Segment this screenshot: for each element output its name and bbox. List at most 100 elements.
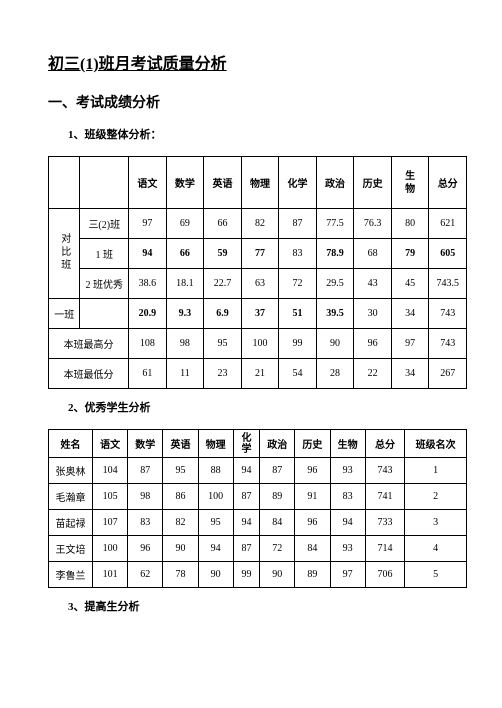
cell: 87: [279, 209, 317, 239]
cell: 72: [260, 536, 295, 562]
row-label: 一班: [49, 299, 80, 329]
cell: 66: [166, 239, 204, 269]
cell: 28: [316, 359, 354, 389]
sub-1-heading: 1、班级整体分析：: [68, 126, 467, 142]
cell: 83: [279, 239, 317, 269]
cell: 83: [330, 484, 365, 510]
cell: 100: [198, 484, 233, 510]
cell: 105: [93, 484, 128, 510]
cell: 6.9: [204, 299, 242, 329]
cell: 3: [405, 510, 467, 536]
th-yuwen: 语文: [129, 157, 167, 209]
cell: 62: [128, 562, 163, 588]
cell: 87: [260, 458, 295, 484]
cell: 29.5: [316, 269, 354, 299]
cell: 100: [93, 536, 128, 562]
th-blank: [49, 157, 80, 209]
cell: 94: [198, 536, 233, 562]
cell: 104: [93, 458, 128, 484]
th-zongfen: 总分: [365, 430, 405, 458]
cell: 743.5: [429, 269, 467, 299]
cell: 89: [260, 484, 295, 510]
cell: 706: [365, 562, 405, 588]
th-shengwu: 生 物: [391, 157, 429, 209]
cell: 100: [241, 329, 279, 359]
cell: 69: [166, 209, 204, 239]
th-blank: [80, 157, 129, 209]
cell: 101: [93, 562, 128, 588]
cell: 90: [316, 329, 354, 359]
th-huaxue: 化学: [279, 157, 317, 209]
rowgroup-label: 对比班: [49, 209, 80, 299]
cell: 96: [295, 510, 330, 536]
table-row: 李鲁兰 101 62 78 90 99 90 89 97 706 5: [49, 562, 467, 588]
class-overall-table: 语文 数学 英语 物理 化学 政治 历史 生 物 总分 对比班 三(2)班 97…: [48, 156, 467, 389]
cell: 743: [429, 329, 467, 359]
cell: 621: [429, 209, 467, 239]
row-label: 三(2)班: [80, 209, 129, 239]
cell: 90: [163, 536, 198, 562]
cell: 108: [129, 329, 167, 359]
cell: 5: [405, 562, 467, 588]
cell: 80: [391, 209, 429, 239]
cell: 66: [204, 209, 242, 239]
th-huaxue: 化 学: [233, 430, 259, 458]
cell: 94: [233, 458, 259, 484]
th-yuwen: 语文: [93, 430, 128, 458]
cell: 96: [354, 329, 392, 359]
th-shuxue: 数学: [128, 430, 163, 458]
th-shengwu: 生物: [330, 430, 365, 458]
th-zhengzhi: 政治: [260, 430, 295, 458]
cell: 90: [260, 562, 295, 588]
table-row: 毛瀚章 105 98 86 100 87 89 91 83 741 2: [49, 484, 467, 510]
row-label: 本班最低分: [49, 359, 129, 389]
th-yingyu: 英语: [204, 157, 242, 209]
excellent-students-table: 姓名 语文 数学 英语 物理 化 学 政治 历史 生物 总分 班级名次 张奥林 …: [48, 429, 467, 588]
th-rank: 班级名次: [405, 430, 467, 458]
cell: 39.5: [316, 299, 354, 329]
cell: 34: [391, 299, 429, 329]
cell: 97: [330, 562, 365, 588]
cell-blank: [80, 299, 129, 329]
cell-name: 李鲁兰: [49, 562, 93, 588]
cell: 743: [429, 299, 467, 329]
row-label: 2 班优秀: [80, 269, 129, 299]
cell: 86: [163, 484, 198, 510]
cell-name: 王文培: [49, 536, 93, 562]
cell: 94: [233, 510, 259, 536]
cell: 11: [166, 359, 204, 389]
cell: 714: [365, 536, 405, 562]
cell: 83: [128, 510, 163, 536]
cell: 21: [241, 359, 279, 389]
cell: 43: [354, 269, 392, 299]
cell: 87: [233, 536, 259, 562]
cell: 82: [241, 209, 279, 239]
cell: 96: [295, 458, 330, 484]
cell: 98: [166, 329, 204, 359]
cell: 30: [354, 299, 392, 329]
cell: 267: [429, 359, 467, 389]
th-wuli: 物理: [241, 157, 279, 209]
cell: 59: [204, 239, 242, 269]
cell: 93: [330, 536, 365, 562]
cell: 95: [204, 329, 242, 359]
cell: 84: [260, 510, 295, 536]
cell: 76.3: [354, 209, 392, 239]
cell: 22.7: [204, 269, 242, 299]
cell: 87: [128, 458, 163, 484]
cell: 93: [330, 458, 365, 484]
cell: 90: [198, 562, 233, 588]
cell: 733: [365, 510, 405, 536]
cell: 37: [241, 299, 279, 329]
cell: 97: [129, 209, 167, 239]
section-1-heading: 一、考试成绩分析: [48, 92, 467, 112]
cell: 94: [129, 239, 167, 269]
table-row: 王文培 100 96 90 94 87 72 84 93 714 4: [49, 536, 467, 562]
cell: 68: [354, 239, 392, 269]
cell: 2: [405, 484, 467, 510]
cell: 20.9: [129, 299, 167, 329]
cell: 77.5: [316, 209, 354, 239]
th-name: 姓名: [49, 430, 93, 458]
cell: 9.3: [166, 299, 204, 329]
cell: 4: [405, 536, 467, 562]
